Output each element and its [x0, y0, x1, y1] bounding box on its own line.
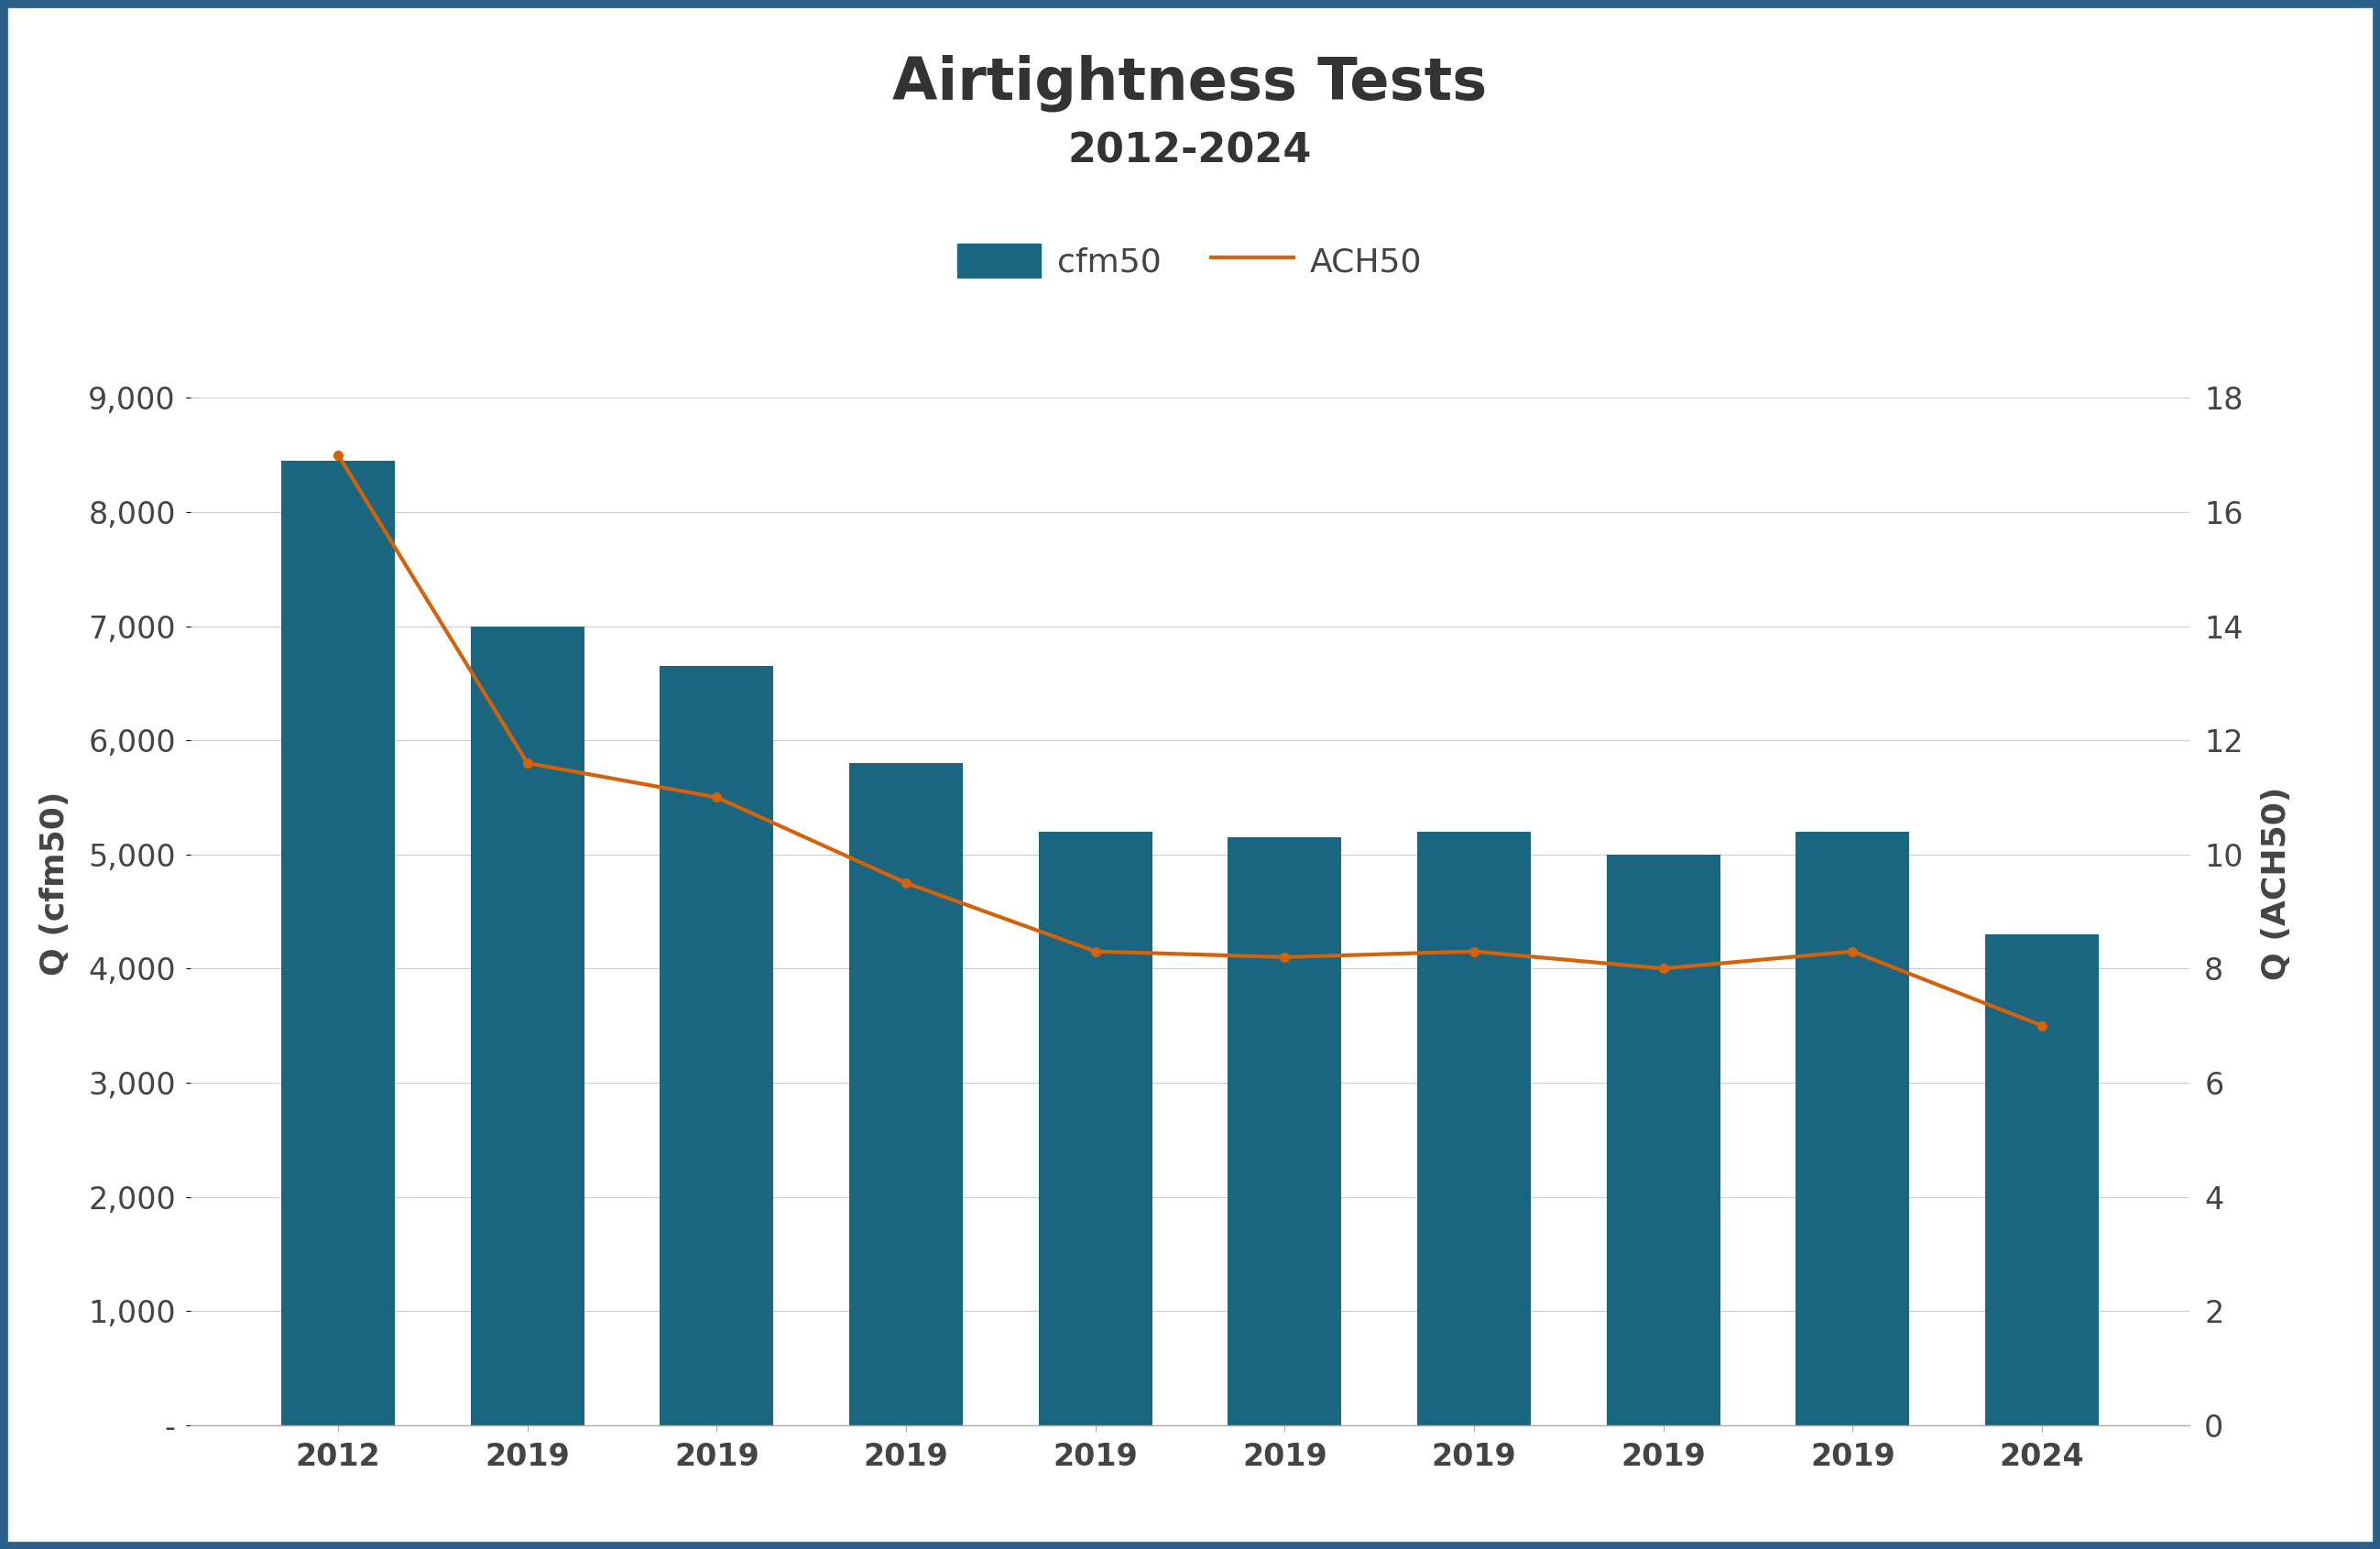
- Y-axis label: Q (ACH50): Q (ACH50): [2261, 787, 2292, 981]
- ACH50: [1271, 948, 1299, 967]
- ACH50: [514, 754, 543, 773]
- Bar: [850, 764, 964, 1425]
- ACH50: [892, 874, 921, 892]
- Bar: [1985, 934, 2099, 1425]
- ACH50: [702, 788, 731, 807]
- Text: 2012-2024: 2012-2024: [1069, 132, 1311, 170]
- Bar: [471, 626, 583, 1425]
- Bar: [1228, 838, 1342, 1425]
- Line: ACH50: ACH50: [333, 451, 2047, 1030]
- Bar: [659, 666, 774, 1425]
- Y-axis label: Q (cfm50): Q (cfm50): [38, 790, 71, 976]
- ACH50: [2028, 1016, 2056, 1035]
- ACH50: [1459, 942, 1488, 960]
- ACH50: [1649, 959, 1678, 977]
- ACH50: [1081, 942, 1109, 960]
- Bar: [1797, 832, 1909, 1425]
- Text: Airtightness Tests: Airtightness Tests: [892, 54, 1488, 112]
- ACH50: [1837, 942, 1866, 960]
- Bar: [1606, 855, 1721, 1425]
- Bar: [1038, 832, 1152, 1425]
- Bar: [281, 460, 395, 1425]
- ACH50: [324, 446, 352, 465]
- Legend: cfm50, ACH50: cfm50, ACH50: [945, 231, 1435, 291]
- Bar: [1416, 832, 1530, 1425]
